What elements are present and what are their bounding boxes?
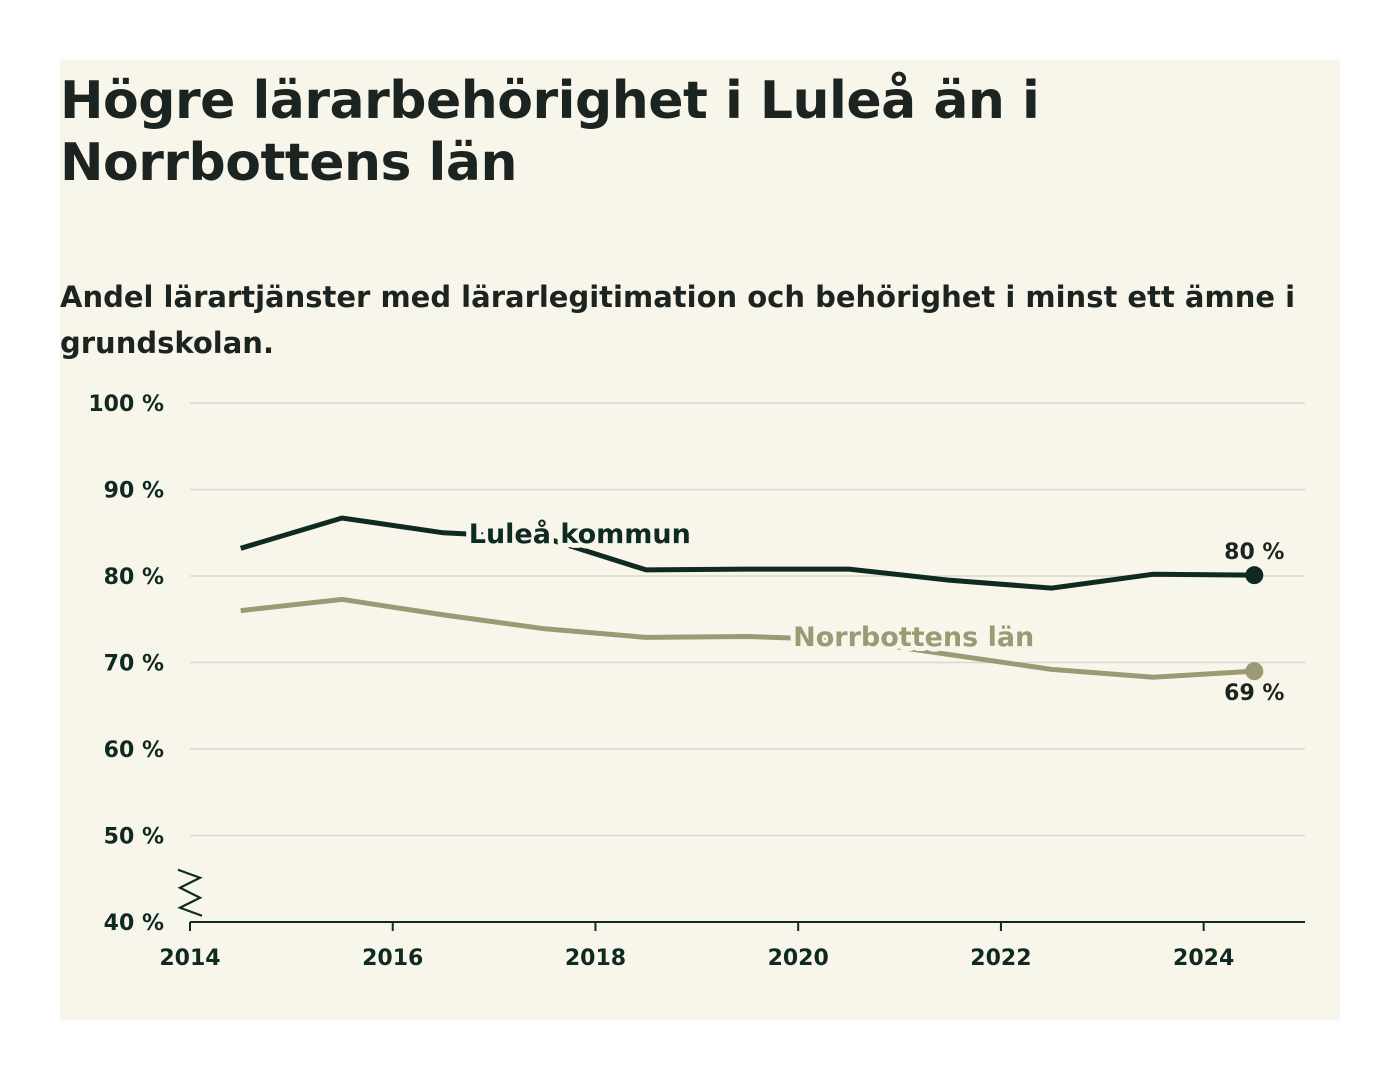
x-tick-label-2016: 2016 <box>362 946 423 971</box>
axis-break-icon <box>177 868 203 917</box>
x-tick-label-2022: 2022 <box>970 946 1031 971</box>
series-line-norrbottens-l-n <box>240 596 1255 680</box>
end-label-norrbottens-l-n: 69 % <box>1224 681 1284 706</box>
series-label-norrbottens-l-n: Norrbottens län <box>793 622 1034 653</box>
line-chart: 40 % 50 % 60 % 70 % 80 % 90 % 100 % 2014 2016 201… <box>88 392 1305 971</box>
series-endpoint-lule-kommun <box>1245 566 1264 585</box>
x-tick-label-2020: 2020 <box>768 946 829 971</box>
x-tick-label-2024: 2024 <box>1173 946 1234 971</box>
y-tick-label-40: 40 % <box>104 911 164 936</box>
x-tick-label-2018: 2018 <box>565 946 626 971</box>
chart-title: Högre lärarbehörighet i Luleå än i Norrb… <box>60 71 1040 193</box>
x-tick-label-2014: 2014 <box>159 946 220 971</box>
y-tick-label-90: 90 % <box>104 479 164 504</box>
y-tick-label-100: 100 % <box>88 392 164 417</box>
y-tick-label-80: 80 % <box>104 565 164 590</box>
end-label-lule-kommun: 80 % <box>1224 540 1284 565</box>
y-tick-label-60: 60 % <box>104 738 164 763</box>
series-line-lule-kommun <box>239 515 1255 591</box>
chart-card: Högre lärarbehörighet i Luleå än i Norrb… <box>60 60 1340 1020</box>
chart-subtitle: Andel lärartjänster med lärarlegitimatio… <box>60 280 1296 360</box>
y-tick-label-70: 70 % <box>104 652 164 677</box>
y-tick-label-50: 50 % <box>104 825 164 850</box>
series-label-lule-kommun: Luleå kommun <box>469 518 691 550</box>
series-endpoint-norrbottens-l-n <box>1245 662 1264 681</box>
